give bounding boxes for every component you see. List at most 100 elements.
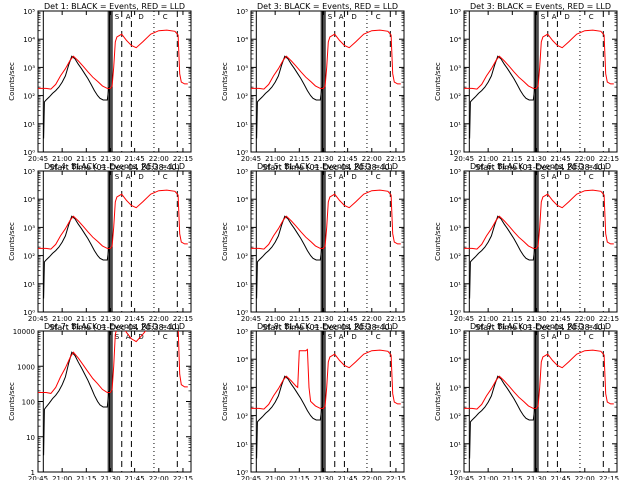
x-tick-label: 21:30 bbox=[100, 475, 120, 480]
y-tick-label: 10¹ bbox=[23, 121, 35, 129]
top-marker-label: D bbox=[351, 333, 356, 341]
x-tick-label: 20:45 bbox=[28, 155, 48, 163]
top-marker-label: S bbox=[115, 13, 120, 21]
x-tick-label: 20:45 bbox=[28, 475, 48, 480]
panel-title: Det 8: BLACK = Events, RED = LLD bbox=[257, 322, 398, 331]
x-tick-label: 21:45 bbox=[125, 475, 145, 480]
top-marker-label: C bbox=[376, 13, 381, 21]
top-marker-label: C bbox=[589, 333, 594, 341]
y-tick-label: 10³ bbox=[449, 64, 461, 72]
series-events-line bbox=[43, 215, 110, 299]
y-tick-label: 10⁰ bbox=[449, 469, 461, 477]
top-marker-label: S bbox=[115, 173, 120, 181]
plot-frame bbox=[37, 170, 192, 313]
top-marker-label: C bbox=[163, 173, 168, 181]
plot-frame bbox=[37, 10, 192, 153]
x-tick-label: 21:30 bbox=[313, 315, 333, 323]
y-tick-label: 10¹ bbox=[23, 281, 35, 289]
x-tick-label: 20:45 bbox=[454, 475, 474, 480]
series-events-line bbox=[469, 215, 536, 299]
x-tick-label: 21:15 bbox=[76, 475, 96, 480]
top-marker-label: A bbox=[126, 13, 131, 21]
series-lld-line bbox=[464, 189, 614, 250]
y-tick-label: 10⁵ bbox=[23, 168, 35, 176]
top-marker-label: C bbox=[376, 173, 381, 181]
x-tick-label: 22:15 bbox=[386, 315, 406, 323]
y-tick-label: 10⁴ bbox=[236, 356, 248, 364]
y-tick-label: 10⁰ bbox=[23, 149, 35, 157]
y-tick-label: 1000 bbox=[17, 363, 35, 371]
x-tick-label: 21:00 bbox=[52, 155, 72, 163]
y-tick-label: 10² bbox=[449, 93, 461, 101]
x-axis-label: Start Time (01-Dec-04 20:38:40) bbox=[49, 163, 180, 172]
y-tick-label: 10¹ bbox=[236, 441, 248, 449]
top-marker-label: D bbox=[351, 13, 356, 21]
top-marker-label: D bbox=[138, 333, 143, 341]
x-tick-label: 20:45 bbox=[241, 315, 261, 323]
top-marker-label: A bbox=[339, 173, 344, 181]
x-axis-label: Start Time (01-Dec-04 20:38:40) bbox=[475, 323, 606, 332]
series-events-line bbox=[256, 215, 323, 299]
x-tick-label: 22:00 bbox=[149, 155, 169, 163]
series-events-line bbox=[43, 351, 110, 456]
x-tick-label: 21:15 bbox=[289, 155, 309, 163]
x-axis-label: Start Time (01-Dec-04 20:38:40) bbox=[49, 323, 180, 332]
y-tick-label: 10⁴ bbox=[236, 36, 248, 44]
top-marker-label: A bbox=[339, 13, 344, 21]
y-tick-label: 10⁵ bbox=[449, 168, 461, 176]
y-tick-label: 10⁵ bbox=[236, 328, 248, 336]
x-tick-label: 21:15 bbox=[289, 315, 309, 323]
x-tick-label: 21:15 bbox=[502, 315, 522, 323]
x-tick-label: 20:45 bbox=[454, 155, 474, 163]
y-tick-label: 10¹ bbox=[449, 441, 461, 449]
series-lld-line bbox=[251, 29, 401, 90]
y-tick-label: 1 bbox=[31, 469, 35, 477]
y-tick-label: 10³ bbox=[236, 224, 248, 232]
panel-3: Det 3: BLACK = Events, RED = LLD Start Ti… bbox=[434, 2, 619, 172]
panel-title: Det 5: BLACK = Events, RED = LLD bbox=[257, 162, 398, 171]
panel-1: Det 1: BLACK = Events, RED = LLD Start Ti… bbox=[8, 2, 193, 172]
x-tick-label: 22:00 bbox=[149, 475, 169, 480]
plot-frame bbox=[463, 10, 618, 153]
y-axis-label: Counts/sec bbox=[8, 62, 16, 101]
x-tick-label: 21:30 bbox=[100, 315, 120, 323]
x-tick-label: 22:15 bbox=[173, 475, 193, 480]
y-tick-label: 10⁰ bbox=[449, 149, 461, 157]
x-tick-label: 20:45 bbox=[241, 155, 261, 163]
series-events-line bbox=[256, 55, 323, 139]
series-events-line bbox=[469, 375, 536, 459]
y-tick-label: 10¹ bbox=[449, 121, 461, 129]
y-tick-label: 10 bbox=[26, 434, 35, 442]
x-axis-label: Start Time (01-Dec-04 20:38:40) bbox=[262, 323, 393, 332]
x-tick-label: 21:45 bbox=[551, 155, 571, 163]
y-tick-label: 10⁴ bbox=[23, 196, 35, 204]
y-tick-label: 10² bbox=[236, 413, 248, 421]
x-tick-label: 21:00 bbox=[478, 315, 498, 323]
x-tick-label: 21:00 bbox=[265, 155, 285, 163]
x-tick-label: 21:45 bbox=[338, 155, 358, 163]
x-axis-label: Start Time (01-Dec-04 20:38:40) bbox=[475, 163, 606, 172]
panel-title: Det 3: BLACK = Events, RED = LLD bbox=[470, 2, 611, 11]
y-tick-label: 10³ bbox=[23, 64, 35, 72]
plot-frame bbox=[463, 170, 618, 313]
x-tick-label: 21:00 bbox=[52, 475, 72, 480]
y-tick-label: 10⁴ bbox=[449, 196, 461, 204]
x-tick-label: 20:45 bbox=[241, 475, 261, 480]
top-marker-label: S bbox=[328, 13, 333, 21]
x-tick-label: 22:15 bbox=[599, 155, 619, 163]
top-marker-label: A bbox=[126, 173, 131, 181]
y-tick-label: 10⁰ bbox=[236, 149, 248, 157]
plot-frame bbox=[250, 10, 405, 153]
panel-title: Det 6: BLACK = Events, RED = LLD bbox=[470, 162, 611, 171]
x-tick-label: 22:00 bbox=[362, 475, 382, 480]
y-tick-label: 10000 bbox=[13, 328, 35, 336]
y-tick-label: 10⁴ bbox=[449, 356, 461, 364]
top-marker-label: C bbox=[589, 13, 594, 21]
y-axis-label: Counts/sec bbox=[221, 222, 229, 261]
top-marker-label: S bbox=[541, 13, 546, 21]
